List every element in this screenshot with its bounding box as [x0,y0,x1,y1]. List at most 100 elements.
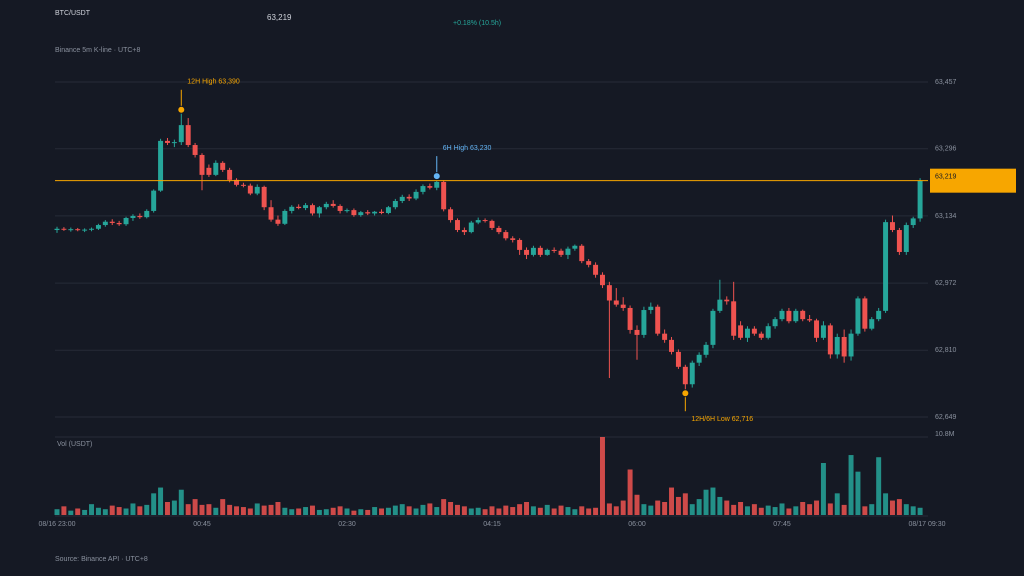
volume-bar [724,500,730,515]
candle-body [606,285,612,301]
y-tick-label: 63,296 [935,146,957,153]
volume-bar [468,508,474,515]
volume-bar [586,508,592,515]
candle-body [296,206,302,209]
candle-body [814,320,820,338]
candle-body [820,325,826,338]
candle-body [620,304,626,308]
volume-bar [827,503,833,515]
candle-body [192,145,198,155]
volume-bar [95,507,101,515]
volume-bar [883,493,889,515]
candle-body [337,205,343,211]
candle-body [862,298,868,329]
last-price-tag [930,168,1016,193]
volume-bar [448,502,454,515]
candle-body [689,362,695,385]
volume-bar [793,506,799,515]
candle-body [461,230,467,233]
volume-bar [807,504,813,515]
candle-body [565,248,571,255]
candle-body [599,274,605,286]
volume-bar [613,506,619,515]
candle-body [234,179,240,185]
volume-bar [503,505,509,515]
source: Source: Binance API · UTC+8 [55,556,148,563]
candle-body [675,351,681,367]
candle-body [841,336,847,357]
candle-body [95,225,101,229]
volume-bar [130,503,136,515]
candle-body [786,310,792,322]
volume-bar [682,493,688,515]
volume-bar [606,503,612,515]
volume-bar [751,504,757,515]
volume-bar [372,507,378,515]
volume-bar [344,508,350,515]
candle-body [903,225,909,252]
volume-bar [876,457,882,515]
volume-bar [199,504,205,515]
header-price: 63,219 [267,13,292,22]
volume-bar [786,508,792,515]
volume-bar [399,504,405,515]
candle-body [420,186,426,192]
candle-body [475,220,481,223]
volume-bar [903,504,909,515]
candle-body [82,229,88,231]
candle-body [130,215,136,218]
candle-body [655,306,661,334]
candle-body [827,325,833,355]
volume-bar [178,489,184,515]
y-tick-label: 10.8M [935,431,955,438]
y-tick-label: 62,972 [935,280,957,287]
volume-bar [358,509,364,515]
candle-body [102,221,108,226]
volume-bar [434,507,440,515]
volume-bar [620,500,626,515]
candle-body [254,186,260,194]
volume-bar [137,506,143,515]
candle-body [372,211,378,214]
volume-bar [517,504,523,515]
candle-body [744,328,750,338]
volume-bar [144,504,150,515]
candle-body [392,200,398,208]
candle-body [406,196,412,199]
candle-body [441,181,447,210]
volume-bar [227,504,233,515]
candle-body [579,245,585,262]
volume-bar [261,505,267,515]
volume-bar [593,507,599,515]
candle-body [75,229,81,231]
volume-bar [551,508,557,515]
volume-bar [316,509,322,515]
x-tick-label: 06:00 [628,521,646,528]
volume-bar [247,508,253,515]
volume-bar [675,496,681,515]
volume-bar [275,502,281,515]
volume-bar [323,509,329,515]
volume-bar [213,507,219,515]
volume-bar [337,506,343,515]
volume-bar [123,508,129,515]
volume-bar [82,509,88,515]
candle-body [731,301,737,336]
volume-bar [634,494,640,515]
candle-body [627,307,633,330]
candle-body [303,205,309,209]
candle-body [365,212,371,214]
candle-body [648,306,654,311]
last-price-label: 63,219 [935,174,957,181]
volume-bar [296,508,302,515]
candle-body [61,228,67,230]
candle-body [247,185,253,194]
volume-bar [240,507,246,515]
volume-bar [710,487,716,515]
candle-body [323,203,329,208]
volume-bar [510,507,516,515]
volume-bar [744,506,750,515]
